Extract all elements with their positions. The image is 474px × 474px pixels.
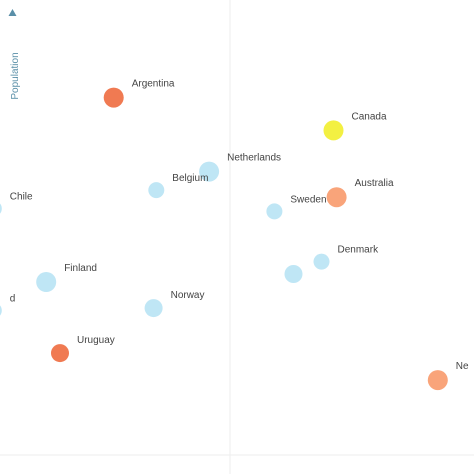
point-label-australia: Australia xyxy=(355,178,394,189)
point-label-argentina: Argentina xyxy=(132,79,175,90)
point-label-chile: Chile xyxy=(10,192,33,203)
y-axis-arrow-icon xyxy=(8,9,17,16)
point-label-norway: Norway xyxy=(171,290,205,301)
scatter-point-canada[interactable] xyxy=(323,120,344,141)
point-label-uruguay: Uruguay xyxy=(77,335,115,346)
point-label-ne: Ne xyxy=(456,361,469,372)
scatter-point-ne[interactable] xyxy=(427,370,448,391)
scatter-point-8[interactable] xyxy=(284,265,303,283)
scatter-point-d[interactable] xyxy=(0,303,2,319)
scatter-point-norway[interactable] xyxy=(144,299,163,318)
point-label-d: d xyxy=(10,294,16,305)
scatter-point-finland[interactable] xyxy=(36,272,57,292)
scatter-point-argentina[interactable] xyxy=(103,87,124,108)
scatter-point-australia[interactable] xyxy=(326,187,347,208)
point-label-canada: Canada xyxy=(352,111,387,122)
point-label-belgium: Belgium xyxy=(172,173,208,184)
scatter-point-uruguay[interactable] xyxy=(51,344,69,363)
scatter-point-netherlands[interactable] xyxy=(199,161,220,182)
labels-layer: Argentina Canada Netherlands Belgium Austral… xyxy=(10,79,469,373)
point-label-finland: Finland xyxy=(64,263,97,274)
scatter-point-chile[interactable] xyxy=(0,201,2,217)
point-label-sweden: Sweden xyxy=(290,194,326,205)
point-label-netherlands: Netherlands xyxy=(227,153,281,164)
scatter-point-denmark[interactable] xyxy=(313,253,330,270)
scatter-point-belgium[interactable] xyxy=(148,182,165,199)
point-label-denmark: Denmark xyxy=(338,245,380,256)
scatter-point-sweden[interactable] xyxy=(266,203,283,220)
y-axis-label: Population xyxy=(10,52,21,99)
points-layer xyxy=(0,87,448,391)
